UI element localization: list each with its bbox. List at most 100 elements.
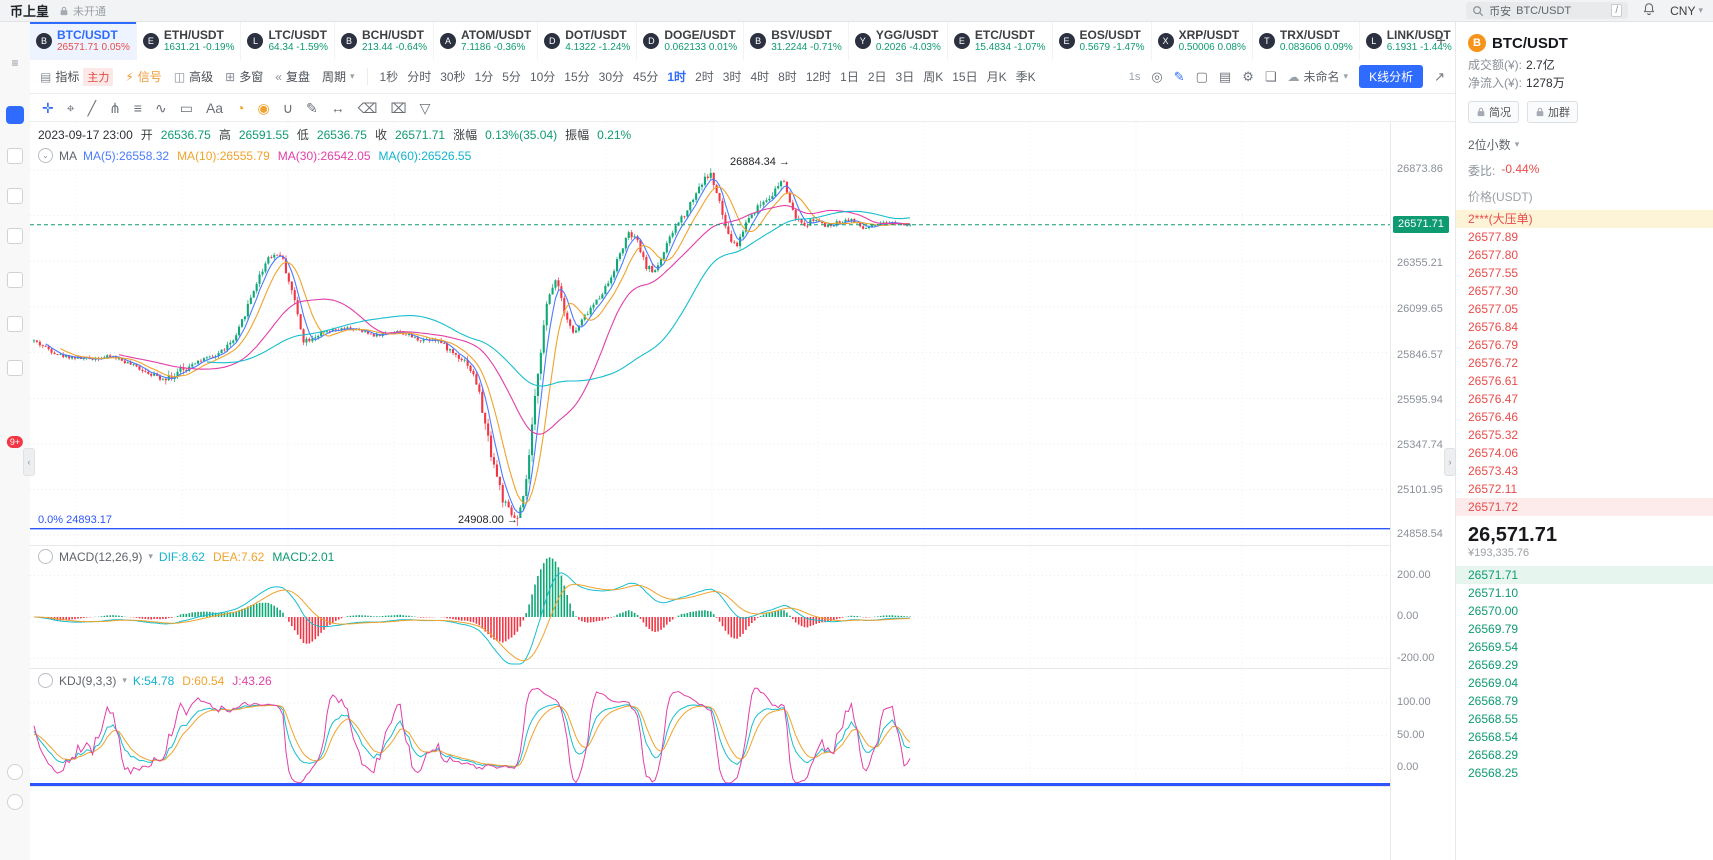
ticker-tab[interactable]: T TRX/USDT 0.083606 0.09% — [1253, 22, 1360, 60]
pitchfork-icon[interactable]: ⋔ — [109, 99, 121, 116]
ticker-tab[interactable]: X XRP/USDT 0.50006 0.08% — [1152, 22, 1253, 60]
candlestick-chart-canvas[interactable] — [30, 122, 1455, 860]
edit-icon[interactable]: ✎ — [1173, 68, 1185, 84]
sidebar-tool-icon-1[interactable] — [7, 148, 23, 164]
camera-icon[interactable]: ◎ — [1151, 68, 1163, 84]
wave-pattern-icon[interactable]: ∿ — [154, 99, 167, 116]
timeframe-option[interactable]: 周K — [923, 70, 944, 84]
search-box[interactable]: 币安 BTC/USDT / — [1466, 2, 1629, 19]
orderbook-ask-row[interactable]: 26577.05 — [1468, 302, 1519, 316]
layout-template-select[interactable]: ☁ 未命名 ▾ — [1287, 69, 1349, 85]
timeframe-option[interactable]: 分时 — [407, 70, 432, 84]
ticker-tab[interactable]: D DOGE/USDT 0.062133 0.01% — [637, 22, 745, 60]
multi-window-button[interactable]: ⊞ 多窗 — [225, 69, 264, 85]
orderbook-ask-row[interactable]: 26572.11 — [1468, 482, 1518, 496]
group-button[interactable]: 加群 — [1527, 101, 1578, 123]
trendline-icon[interactable]: ╱ — [87, 99, 97, 116]
orderbook-bid-row[interactable]: 26568.79 — [1468, 694, 1519, 708]
main-force-tag[interactable]: 主力 — [83, 67, 114, 86]
timeframe-option[interactable]: 2日 — [867, 70, 887, 84]
filter-icon[interactable]: ▽ — [419, 99, 431, 116]
timeframe-option[interactable]: 5分 — [502, 70, 521, 84]
orderbook-bid-row[interactable]: 26569.04 — [1468, 676, 1519, 690]
pane-divider[interactable] — [30, 668, 1455, 669]
orderbook-ask-row[interactable]: 26577.89 — [1468, 230, 1519, 244]
replay-button[interactable]: «复盘 — [275, 69, 310, 85]
period-menu[interactable]: 周期 ▾ — [321, 70, 355, 84]
timeframe-option[interactable]: 10分 — [529, 70, 556, 84]
orderbook-ask-row[interactable]: 26571.72 — [1456, 498, 1713, 516]
timeframe-option[interactable]: 1时 — [667, 70, 687, 84]
app-badge-icon[interactable] — [6, 106, 24, 124]
timeframe-option[interactable]: 季K — [1015, 70, 1036, 84]
pane-divider[interactable] — [30, 786, 1455, 787]
timeframe-option[interactable]: 4时 — [750, 70, 770, 84]
orderbook-ask-row[interactable]: 2***(大压单) — [1456, 210, 1713, 228]
ticker-tab[interactable]: E ETC/USDT 15.4834 -1.07% — [948, 22, 1053, 60]
orderbook-ask-row[interactable]: 26576.46 — [1468, 410, 1519, 424]
orderbook-ask-row[interactable]: 26577.30 — [1468, 284, 1519, 298]
orderbook-bid-row[interactable]: 26569.79 — [1468, 622, 1519, 636]
notification-count-badge[interactable]: 9+ — [6, 436, 24, 448]
timeframe-option[interactable]: 2时 — [695, 70, 714, 84]
orderbook-bid-row[interactable]: 26569.54 — [1468, 640, 1519, 654]
fullscreen-icon[interactable]: ❏ — [1264, 68, 1277, 84]
ticker-tab[interactable]: Y YGG/USDT 0.2026 -4.03% — [849, 22, 948, 60]
currency-select[interactable]: CNY ▾ — [1670, 4, 1703, 18]
measure-icon[interactable]: ↔ — [330, 99, 345, 116]
orderbook-ask-row[interactable]: 26576.79 — [1468, 338, 1519, 352]
ticker-tab[interactable]: B BTC/USDT 26571.71 0.05% — [30, 22, 137, 60]
timeframe-option[interactable]: 45分 — [633, 70, 659, 84]
orderbook-bid-row[interactable]: 26568.55 — [1468, 712, 1519, 726]
indicator-menu[interactable]: ▤ 指标 主力 — [40, 67, 114, 86]
timeframe-option[interactable]: 3日 — [895, 70, 915, 84]
orderbook-ask-row[interactable]: 26575.32 — [1468, 428, 1519, 442]
sidebar-tool-icon-3[interactable] — [7, 228, 23, 244]
sidebar-tool-icon-5[interactable] — [7, 316, 23, 332]
rectangle-tool-icon[interactable]: ▭ — [179, 99, 193, 116]
collapse-circle-icon[interactable]: ⌄ — [38, 148, 53, 163]
notifications-button[interactable] — [1642, 2, 1656, 19]
orderbook-ask-row[interactable]: 26576.47 — [1468, 392, 1519, 406]
timeframe-option[interactable]: 30秒 — [440, 70, 466, 84]
signal-menu[interactable]: ⚡ 信号 — [125, 69, 162, 85]
menu-icon[interactable]: ≡ — [11, 56, 19, 70]
orderbook-bid-row[interactable]: 26571.10 — [1468, 586, 1519, 600]
magnet-icon[interactable]: ∪ — [282, 99, 293, 116]
crosshair-icon[interactable]: ✛ — [42, 99, 54, 116]
orderbook-ask-row[interactable]: 26576.61 — [1468, 374, 1519, 388]
timeframe-option[interactable]: 1秒 — [379, 70, 399, 84]
text-tool-icon[interactable]: Aa — [205, 99, 224, 116]
pie-pattern-icon[interactable]: ◔ — [236, 99, 245, 116]
share-icon[interactable]: ↗ — [1434, 68, 1445, 84]
decimals-select[interactable]: 2位小数 ▾ — [1468, 138, 1520, 152]
timeframe-option[interactable]: 1分 — [474, 70, 494, 84]
orderbook-ask-row[interactable]: 26577.80 — [1468, 248, 1519, 262]
timeframe-option[interactable]: 15分 — [564, 70, 590, 84]
trash-icon[interactable]: ⌧ — [390, 99, 407, 116]
sidebar-bottom-icon-1[interactable] — [7, 764, 23, 780]
kline-analysis-button[interactable]: K线分析 — [1359, 65, 1424, 88]
image-icon[interactable]: ▤ — [1218, 68, 1232, 84]
orderbook-bid-row[interactable]: 26571.71 — [1456, 566, 1713, 584]
orderbook-bid-row[interactable]: 26568.25 — [1468, 766, 1519, 780]
orderbook-ask-row[interactable]: 26576.84 — [1468, 320, 1519, 334]
orderbook-ask-row[interactable]: 26577.55 — [1468, 266, 1519, 280]
parallel-lines-icon[interactable]: ≡ — [133, 99, 142, 116]
price-axis[interactable]: 26571.71 26873.86 26355.21 26099.65 25846.5… — [1390, 122, 1455, 860]
sidebar-tool-icon-2[interactable] — [7, 188, 23, 204]
brief-button[interactable]: 简况 — [1468, 101, 1519, 123]
advanced-menu[interactable]: ◫ 高级 — [173, 69, 214, 85]
timeframe-option[interactable]: 12时 — [805, 70, 832, 84]
orderbook-bid-row[interactable]: 26568.54 — [1468, 730, 1519, 744]
add-ticker-button[interactable]: + — [1430, 30, 1452, 52]
ticker-tab[interactable]: B BCH/USDT 213.44 -0.64% — [335, 22, 435, 60]
settings-gear-icon[interactable]: ⚙ — [1242, 68, 1254, 84]
account-status[interactable]: 未开通 — [59, 3, 106, 19]
ticker-tab[interactable]: L LTC/USDT 64.34 -1.59% — [241, 22, 335, 60]
target-dot-icon[interactable]: ⌖ — [66, 99, 75, 116]
pane-divider[interactable] — [30, 545, 1455, 546]
collapse-left-panel-handle[interactable]: ‹ — [23, 448, 35, 476]
orderbook-ask-row[interactable]: 26573.43 — [1468, 464, 1519, 478]
indicator-eye-icon[interactable] — [38, 673, 53, 688]
